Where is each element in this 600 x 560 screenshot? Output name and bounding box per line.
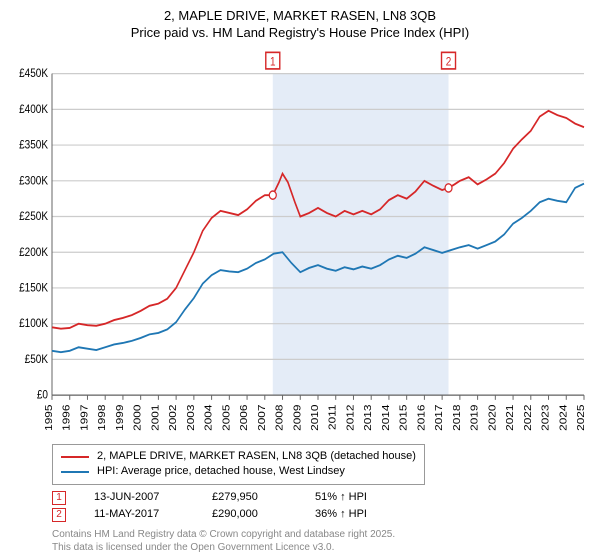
y-tick-label: £250K <box>19 210 49 223</box>
x-tick-label: 2013 <box>363 405 374 431</box>
sales-marker-badge: 2 <box>52 508 66 522</box>
y-tick-label: £400K <box>19 103 49 116</box>
legend-label: HPI: Average price, detached house, West… <box>97 464 345 479</box>
footer-line-2: This data is licensed under the Open Gov… <box>52 541 590 554</box>
footer-line-1: Contains HM Land Registry data © Crown c… <box>52 528 590 541</box>
x-tick-label: 2017 <box>434 405 445 431</box>
y-tick-label: £200K <box>19 246 49 259</box>
x-tick-label: 2002 <box>168 405 179 431</box>
sales-price: £279,950 <box>212 489 287 507</box>
x-tick-label: 2022 <box>523 405 534 431</box>
legend-label: 2, MAPLE DRIVE, MARKET RASEN, LN8 3QB (d… <box>97 449 416 464</box>
sales-date: 13-JUN-2007 <box>94 489 184 507</box>
sales-table: 1 13-JUN-2007 £279,950 51% ↑ HPI 2 11-MAY-201… <box>52 489 590 524</box>
sale-marker-label: 2 <box>446 56 452 69</box>
chart-subtitle: Price paid vs. HM Land Registry's House … <box>10 25 590 40</box>
y-tick-label: £50K <box>25 353 49 366</box>
x-tick-label: 1998 <box>97 405 108 431</box>
sales-hpi-delta: 51% ↑ HPI <box>315 489 367 507</box>
x-tick-label: 2016 <box>416 405 427 431</box>
sales-date: 11-MAY-2017 <box>94 506 184 524</box>
x-tick-label: 2009 <box>292 405 303 431</box>
title-block: 2, MAPLE DRIVE, MARKET RASEN, LN8 3QB Pr… <box>10 8 590 40</box>
y-tick-label: £100K <box>19 318 49 331</box>
x-tick-label: 2023 <box>540 405 551 431</box>
sales-hpi-delta: 36% ↑ HPI <box>315 506 367 524</box>
legend: 2, MAPLE DRIVE, MARKET RASEN, LN8 3QB (d… <box>52 444 425 485</box>
x-tick-label: 2000 <box>132 405 143 431</box>
x-tick-label: 2003 <box>186 405 197 431</box>
y-tick-label: £350K <box>19 139 49 152</box>
chart-container: 2, MAPLE DRIVE, MARKET RASEN, LN8 3QB Pr… <box>0 0 600 560</box>
sales-row: 1 13-JUN-2007 £279,950 51% ↑ HPI <box>52 489 590 507</box>
sales-price: £290,000 <box>212 506 287 524</box>
x-tick-label: 2005 <box>221 405 232 431</box>
x-tick-label: 2012 <box>345 405 356 431</box>
x-tick-label: 2004 <box>203 405 214 431</box>
legend-row: HPI: Average price, detached house, West… <box>61 464 416 479</box>
sale-marker-dot-inner <box>271 193 275 198</box>
y-tick-label: £150K <box>19 282 49 295</box>
x-tick-label: 2025 <box>576 405 587 431</box>
legend-swatch <box>61 471 89 473</box>
x-tick-label: 1997 <box>79 405 90 431</box>
y-tick-label: £300K <box>19 175 49 188</box>
x-tick-label: 2019 <box>469 405 480 431</box>
x-tick-label: 2021 <box>505 405 516 431</box>
y-tick-label: £0 <box>37 389 48 402</box>
sale-marker-dot-inner <box>447 186 451 191</box>
x-tick-label: 1996 <box>62 405 73 431</box>
legend-swatch <box>61 456 89 458</box>
y-tick-label: £450K <box>19 67 49 80</box>
x-tick-label: 2015 <box>398 405 409 431</box>
sales-marker-badge: 1 <box>52 491 66 505</box>
x-tick-label: 2020 <box>487 405 498 431</box>
legend-row: 2, MAPLE DRIVE, MARKET RASEN, LN8 3QB (d… <box>61 449 416 464</box>
highlight-band <box>273 74 449 395</box>
x-tick-label: 2014 <box>381 405 392 431</box>
line-chart-svg: £0 £50K £100K £150K £200K £250K £300K £350K £400… <box>10 50 590 440</box>
x-tick-label: 1995 <box>44 405 55 431</box>
x-tick-label: 2018 <box>452 405 463 431</box>
x-tick-label: 2011 <box>328 405 339 430</box>
x-tick-label: 2008 <box>274 405 285 431</box>
footer-attribution: Contains HM Land Registry data © Crown c… <box>52 528 590 554</box>
x-tick-label: 2010 <box>310 405 321 431</box>
chart-title: 2, MAPLE DRIVE, MARKET RASEN, LN8 3QB <box>10 8 590 23</box>
x-tick-label: 2006 <box>239 405 250 431</box>
x-tick-label: 1999 <box>115 405 126 431</box>
chart-area: £0 £50K £100K £150K £200K £250K £300K £350K £400… <box>10 50 590 440</box>
x-tick-label: 2007 <box>257 405 268 431</box>
x-tick-label: 2001 <box>150 405 161 431</box>
sale-marker-label: 1 <box>270 56 276 69</box>
sales-row: 2 11-MAY-2017 £290,000 36% ↑ HPI <box>52 506 590 524</box>
x-tick-label: 2024 <box>558 405 569 431</box>
